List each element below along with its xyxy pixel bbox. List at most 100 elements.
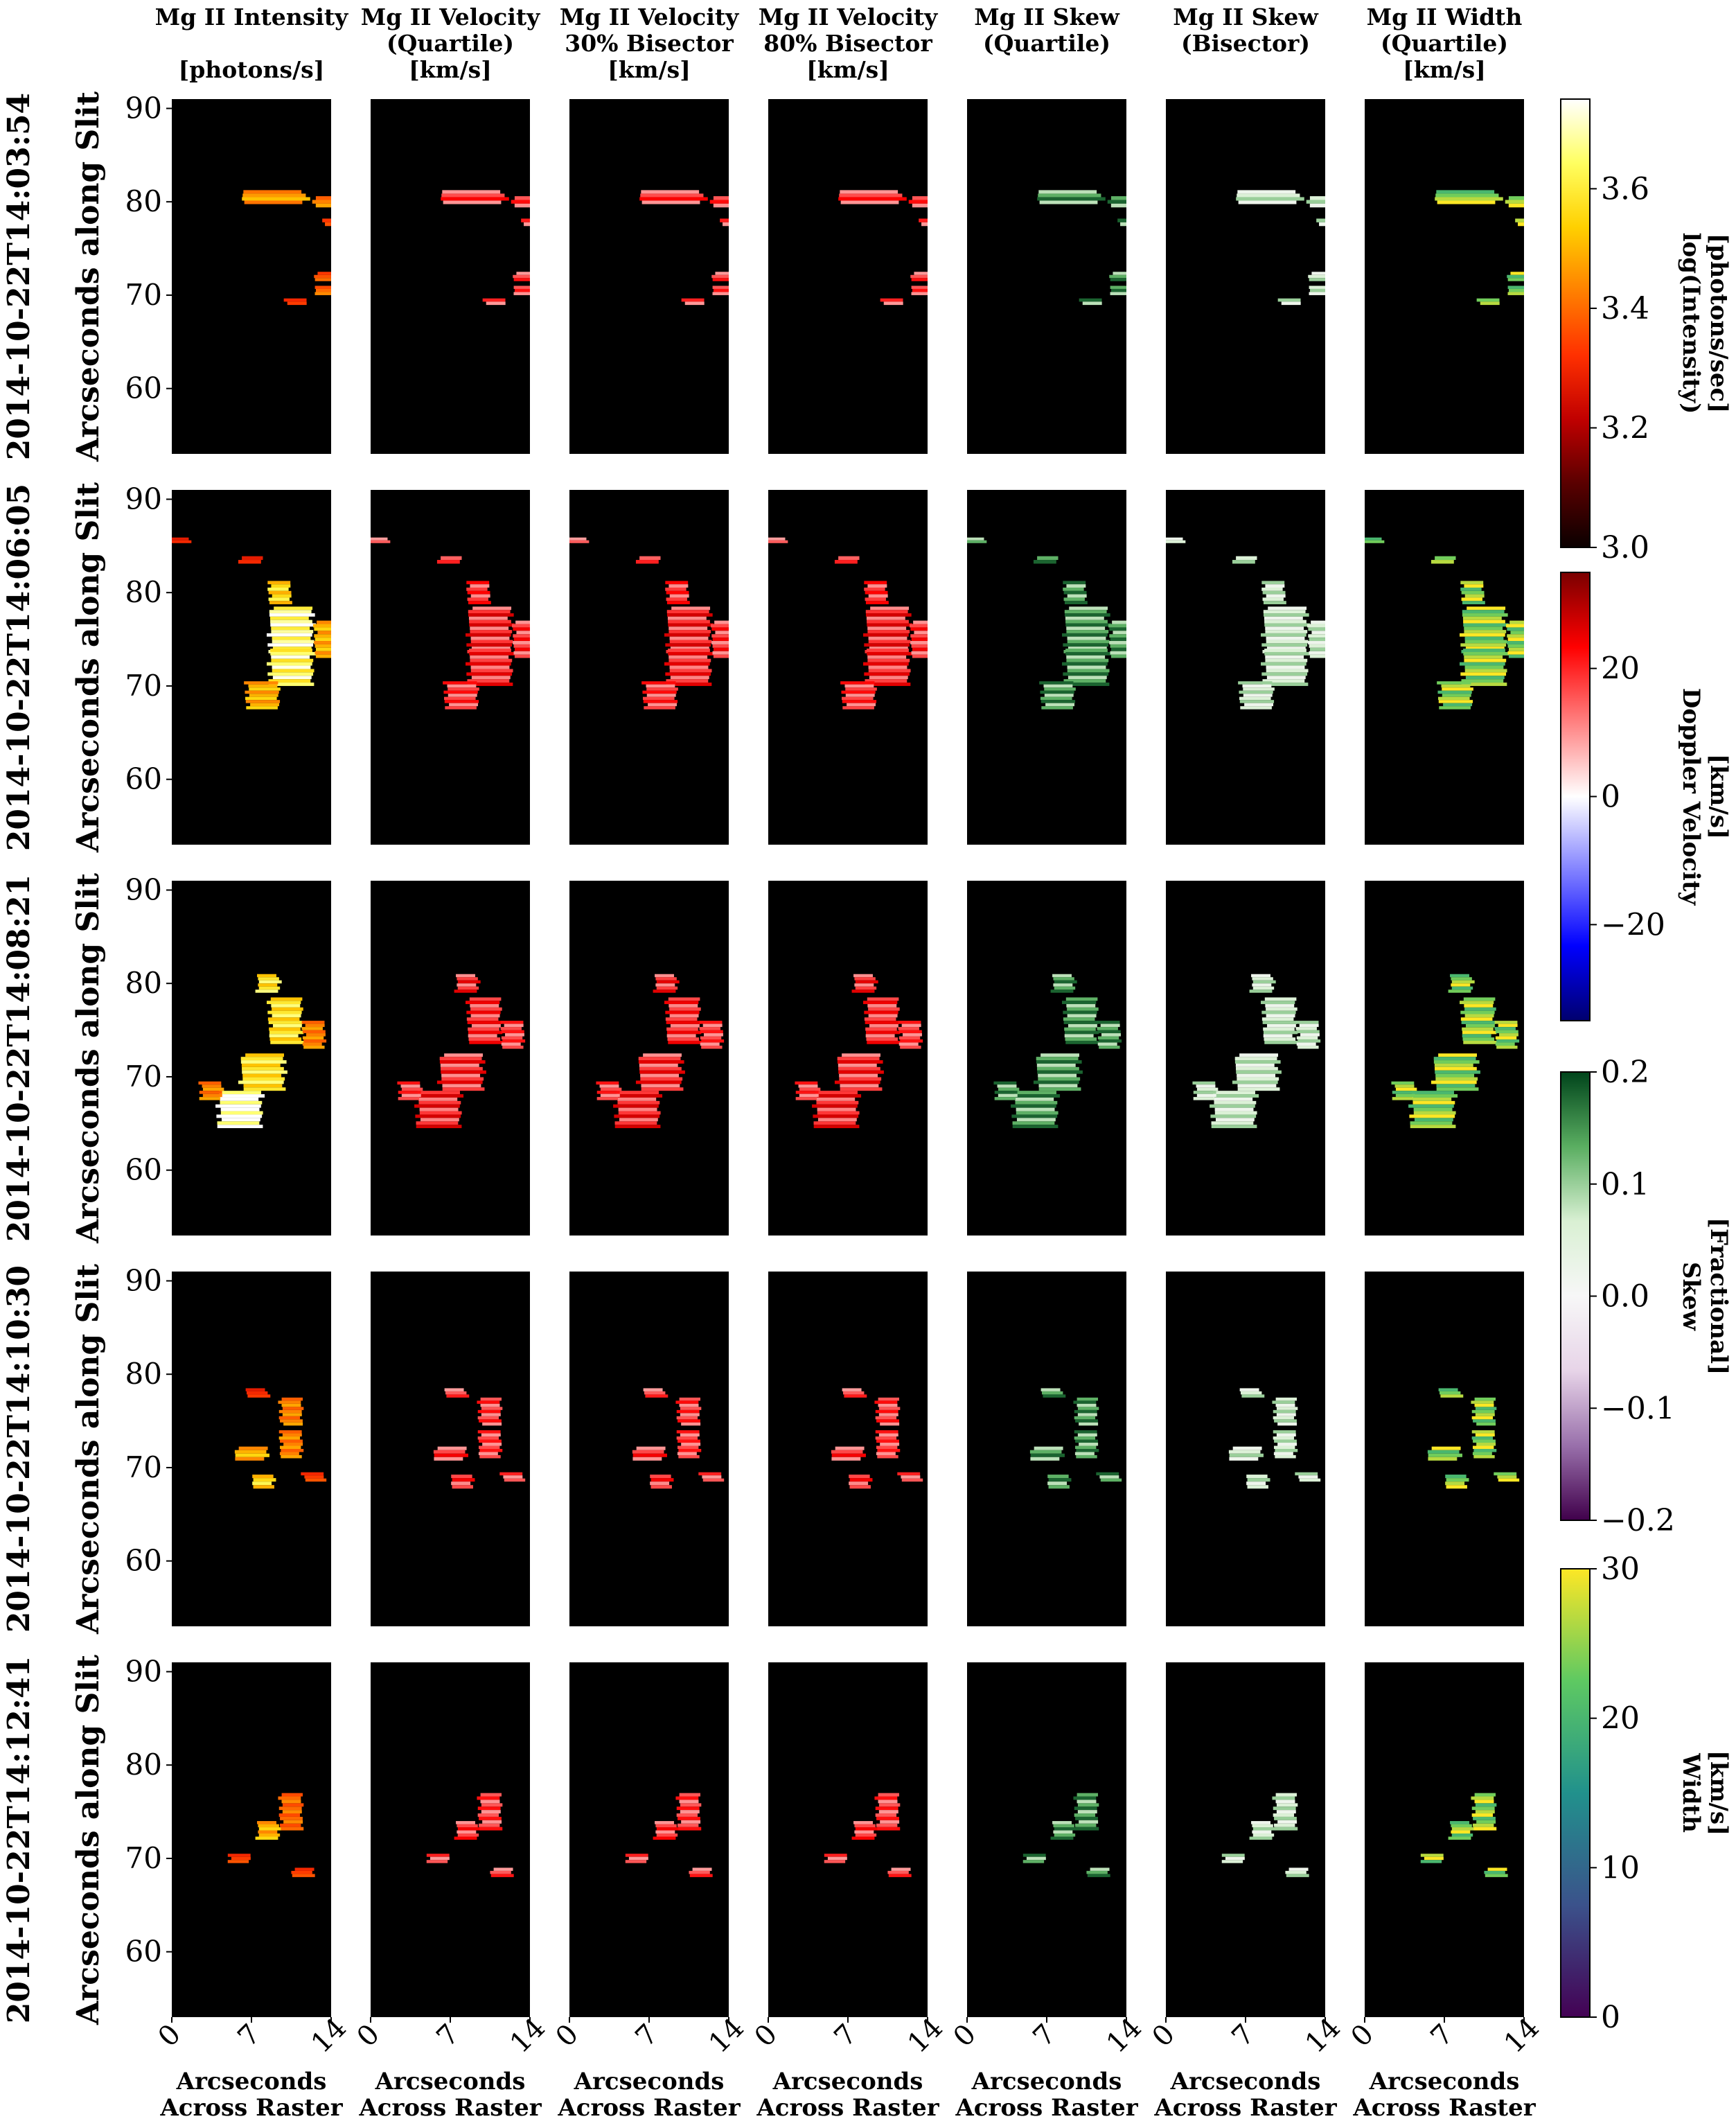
raster-pixel [713, 647, 729, 651]
y-axis-label: Arcseconds along Slit [71, 482, 106, 853]
raster-pixel [1275, 1454, 1296, 1459]
raster-pixel [282, 1803, 304, 1807]
raster-pixel [875, 1806, 898, 1811]
raster-pixel [294, 1867, 315, 1871]
panel-background [967, 1662, 1126, 2017]
raster-pixel [668, 997, 700, 1001]
colorbar-tick-label: 0.2 [1601, 1055, 1649, 1090]
colorbar-tick-label: 20 [1601, 1701, 1640, 1736]
raster-pixel [640, 1077, 683, 1081]
raster-pixel [511, 200, 530, 204]
raster-pixel [1214, 1097, 1253, 1101]
raster-pixel [1213, 1094, 1259, 1098]
raster-pixel [712, 285, 729, 289]
raster-pixel [418, 1100, 461, 1105]
raster-pixel [270, 1040, 305, 1044]
raster-pixel [271, 658, 314, 662]
x-tick-label: 0 [550, 2019, 585, 2054]
raster-pixel [670, 676, 709, 680]
colorbar-label: Width [1677, 1752, 1705, 1833]
raster-pixel [302, 1030, 326, 1034]
raster-pixel [1246, 1481, 1266, 1486]
raster-pixel [315, 278, 331, 281]
raster-pixel [315, 644, 331, 648]
panel-background [371, 1662, 530, 2017]
raster-pixel [1047, 1475, 1069, 1479]
x-axis-label: Across Raster [358, 2094, 542, 2122]
raster-pixel [1365, 540, 1385, 543]
raster-pixel [842, 696, 874, 701]
raster-pixel [452, 1485, 473, 1489]
raster-pixel [470, 655, 509, 659]
raster-pixel [305, 1023, 325, 1028]
y-tick-label: 60 [125, 1153, 162, 1187]
x-axis-label: Across Raster [557, 2094, 741, 2122]
raster-pixel [880, 1443, 900, 1446]
raster-pixel [1431, 1080, 1477, 1084]
raster-pixel [1464, 626, 1503, 631]
raster-pixel [1107, 200, 1126, 204]
raster-pixel [1277, 1422, 1297, 1426]
raster-pixel [870, 606, 910, 610]
raster-pixel [1462, 613, 1508, 617]
cb-width: 30 20 10 0 Width [km/s] [1560, 1551, 1733, 2035]
x-axis-label: Arcseconds [176, 2068, 327, 2095]
raster-pixel [499, 1472, 523, 1476]
raster-pixel [1037, 197, 1106, 201]
panel-vel_bis30-2 [569, 490, 729, 845]
raster-pixel [1427, 1450, 1460, 1454]
raster-pixel [865, 610, 908, 614]
raster-pixel [1067, 1014, 1097, 1018]
raster-pixel [625, 1860, 647, 1863]
raster-pixel [854, 977, 876, 981]
raster-pixel [815, 1091, 858, 1095]
raster-pixel [468, 616, 508, 620]
raster-pixel [482, 1443, 502, 1446]
raster-pixel [486, 301, 506, 306]
raster-pixel [711, 641, 729, 644]
raster-pixel [868, 1007, 900, 1011]
raster-pixel [617, 1100, 660, 1105]
raster-pixel [1273, 1416, 1295, 1420]
raster-pixel [1448, 990, 1471, 993]
raster-pixel [912, 203, 928, 208]
raster-pixel [468, 613, 514, 617]
raster-pixel [235, 1457, 265, 1461]
raster-pixel [1039, 200, 1098, 204]
raster-pixel [301, 1027, 323, 1030]
raster-pixel [867, 649, 909, 652]
raster-pixel [1495, 1036, 1517, 1040]
panel-background [1166, 1662, 1325, 2017]
raster-pixel [1487, 1867, 1507, 1871]
raster-pixel [1309, 285, 1325, 289]
raster-pixel [1214, 1100, 1257, 1105]
raster-pixel [1052, 1821, 1072, 1824]
panel-skew_bisector-1 [1166, 99, 1325, 454]
colorbar-tick-label: 3.6 [1601, 171, 1649, 206]
raster-pixel [245, 700, 281, 703]
raster-pixel [1508, 288, 1524, 292]
raster-pixel [1475, 1433, 1495, 1437]
raster-pixel [1475, 1413, 1495, 1416]
raster-pixel [868, 1014, 898, 1018]
raster-pixel [1295, 1472, 1318, 1476]
raster-pixel [1012, 1121, 1055, 1125]
raster-pixel [1308, 641, 1325, 644]
raster-pixel [1232, 560, 1255, 564]
colorbar-label: [photons/sec] [1705, 234, 1733, 413]
raster-pixel [1101, 1033, 1121, 1037]
raster-pixel [1471, 1416, 1494, 1420]
raster-pixel [1063, 597, 1085, 601]
raster-pixel [839, 1077, 882, 1081]
raster-pixel [481, 1433, 501, 1437]
raster-pixel [666, 1027, 698, 1031]
raster-pixel [1109, 274, 1126, 279]
x-axis-label: Across Raster [955, 2094, 1138, 2122]
raster-pixel [272, 636, 311, 640]
raster-pixel [646, 687, 678, 691]
raster-pixel [713, 196, 729, 200]
raster-pixel [1266, 1014, 1295, 1018]
raster-pixel [665, 672, 711, 676]
raster-pixel [1074, 1813, 1096, 1817]
raster-pixel [325, 222, 331, 227]
